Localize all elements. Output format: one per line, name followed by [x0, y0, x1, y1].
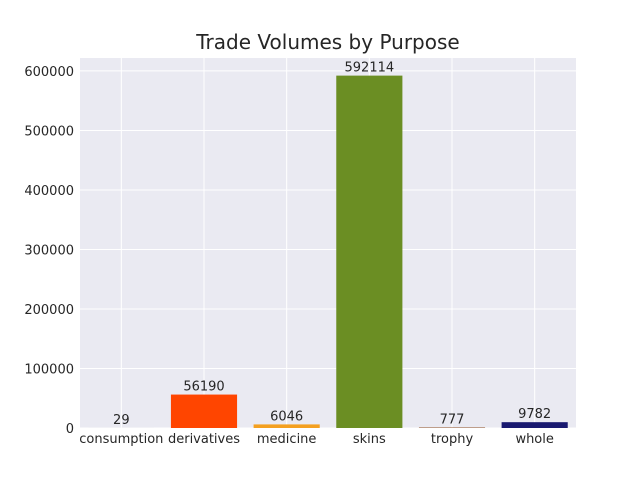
bar-skins — [336, 75, 403, 429]
bar-medicine — [253, 424, 320, 428]
data-label-trophy: 777 — [440, 413, 465, 428]
data-label-skins: 592114 — [345, 61, 395, 76]
data-labels: 29 56190 6046 592114 777 9782 — [113, 61, 551, 428]
bar-derivatives — [170, 394, 238, 428]
data-label-whole: 9782 — [518, 407, 551, 422]
data-label-medicine: 6046 — [270, 409, 303, 424]
data-label-derivatives: 56190 — [183, 380, 224, 395]
y-tick-label: 500000 — [24, 124, 74, 139]
x-tick-labels: consumption derivatives medicine skins troph… — [79, 432, 554, 447]
x-tick-label-derivatives: derivatives — [168, 432, 240, 447]
x-tick-label-consumption: consumption — [79, 432, 163, 447]
y-tick-label: 100000 — [24, 362, 74, 377]
x-tick-label-trophy: trophy — [431, 432, 474, 447]
plot-area — [80, 58, 576, 428]
y-tick-label: 0 — [66, 422, 74, 437]
y-tick-label: 300000 — [24, 243, 74, 258]
x-tick-label-medicine: medicine — [257, 432, 317, 447]
y-tick-label: 200000 — [24, 303, 74, 318]
y-tick-labels: 0 100000 200000 300000 400000 500000 600000 — [24, 65, 74, 437]
y-tick-label: 400000 — [24, 184, 74, 199]
data-label-consumption: 29 — [113, 413, 130, 428]
x-tick-label-skins: skins — [353, 432, 386, 447]
y-tick-label: 600000 — [24, 65, 74, 80]
bar-whole — [501, 422, 568, 428]
chart-title: Trade Volumes by Purpose — [195, 30, 459, 54]
bars — [88, 75, 568, 429]
x-tick-label-whole: whole — [515, 432, 553, 447]
